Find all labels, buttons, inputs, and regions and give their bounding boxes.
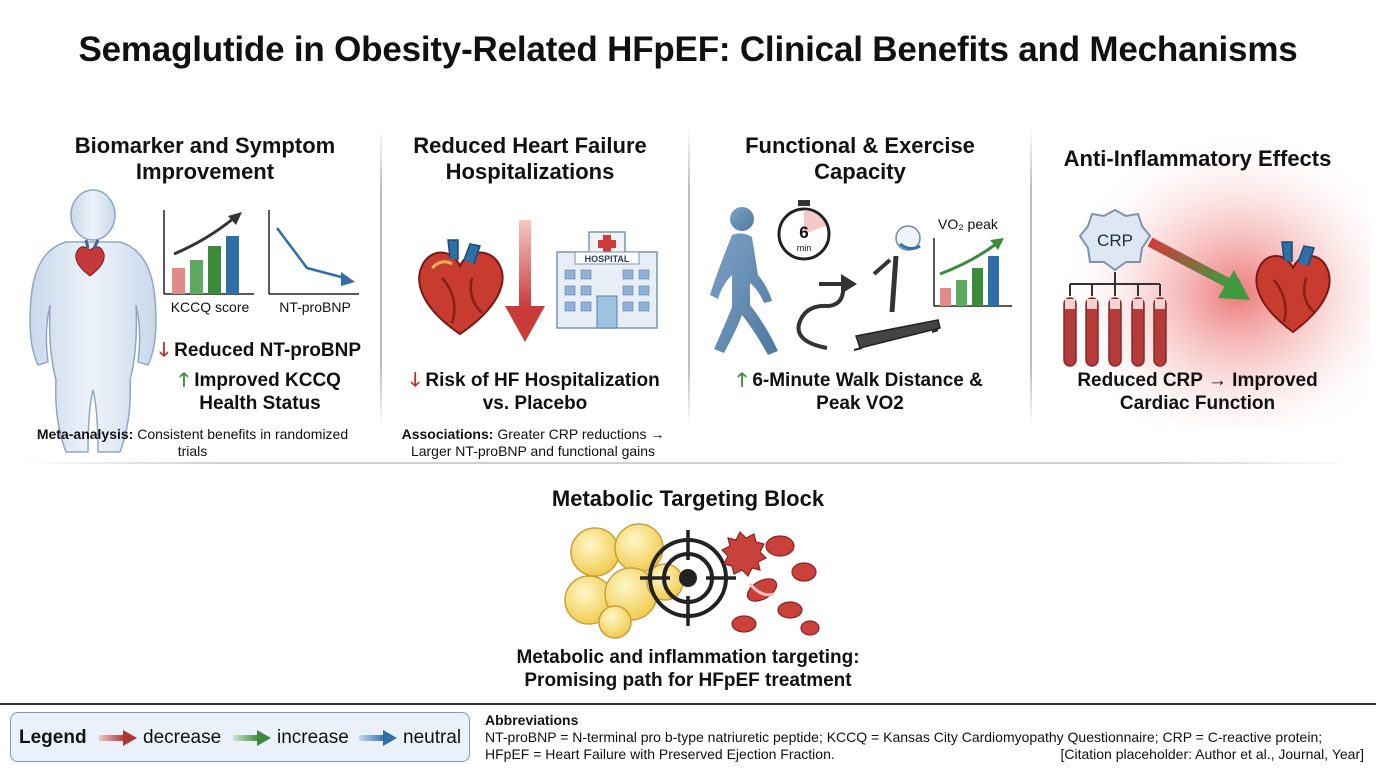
kccq-bar — [172, 268, 185, 294]
treadmill-icon — [853, 225, 941, 351]
walk-distance-statement: 🡑 6-Minute Walk Distance & Peak VO2 — [737, 370, 983, 414]
svg-text:min: min — [797, 243, 812, 253]
metabolic-title: Metabolic Targeting Block — [551, 486, 825, 511]
arrow-down-icon: 🡓 — [158, 340, 169, 361]
kccq-bar — [226, 236, 239, 294]
legend-increase: increase — [277, 727, 349, 748]
ntprobnp-label: NT-proBNP — [279, 299, 351, 315]
stopwatch-icon: 6 min — [777, 200, 831, 261]
svg-text:HOSPITAL: HOSPITAL — [585, 254, 630, 264]
legend: Legend decrease increase neutral — [10, 712, 470, 762]
walking-person-icon — [710, 207, 778, 355]
associations-note: Associations: Greater CRP reductions → L… — [401, 426, 665, 459]
blood-tubes-icon — [1063, 272, 1167, 367]
panel-anti-inflammatory-title: Anti-Inflammatory Effects — [1063, 146, 1332, 171]
abbreviations-line: HFpEF = Heart Failure with Preserved Eje… — [485, 746, 835, 762]
body-silhouette-icon — [29, 189, 157, 453]
meta-analysis-note: Meta-analysis: Consistent benefits in ra… — [36, 426, 349, 459]
panel-hospitalization-title: Reduced Heart Failure Hospitalizations — [413, 133, 647, 184]
vo2-bar — [988, 256, 999, 306]
kccq-chart — [163, 210, 254, 295]
citation-placeholder: [Citation placeholder: Author et al., Jo… — [1060, 746, 1364, 762]
abbreviations-line: NT-proBNP = N-terminal pro b-type natriu… — [485, 729, 1323, 745]
crp-cardiac-statement: Reduced CRP → Improved Cardiac Function — [1077, 370, 1318, 414]
reduced-ntprobnp-statement: 🡓 Reduced NT-proBNP — [158, 340, 362, 361]
neutral-arrow-icon — [359, 730, 397, 746]
legend-title: Legend — [19, 727, 87, 748]
column-divider — [380, 128, 382, 428]
page-title: Semaglutide in Obesity-Related HFpEF: Cl… — [78, 30, 1298, 69]
heart-icon — [1255, 241, 1331, 334]
vo2-chart — [933, 238, 1012, 307]
panel-biomarker-title: Biomarker and Symptom Improvement — [74, 133, 336, 184]
abbreviations-title: Abbreviations — [485, 712, 579, 728]
kccq-bar — [190, 260, 203, 294]
kccq-label: KCCQ score — [170, 299, 250, 315]
arrow-up-icon: 🡑 — [737, 370, 748, 391]
heart-icon — [418, 239, 504, 336]
kccq-bar — [208, 246, 221, 294]
hf-hospitalization-statement: 🡓 Risk of HF Hospitalization vs. Placebo — [410, 370, 660, 414]
crp-molecule-icon: CRP — [1078, 208, 1152, 272]
vo2-bar — [972, 268, 983, 306]
hospital-icon: HOSPITAL — [556, 231, 658, 329]
vo2-label: VO₂ peak — [938, 216, 998, 232]
metabolic-statement: Metabolic and inflammation targeting: Pr… — [516, 647, 860, 691]
column-divider — [1030, 128, 1032, 428]
legend-neutral: neutral — [403, 727, 462, 748]
ntprobnp-chart — [268, 210, 359, 295]
increase-arrow-icon — [233, 730, 271, 746]
svg-text:6: 6 — [799, 223, 808, 242]
vo2-bar — [956, 280, 967, 306]
crp-to-heart-arrow-icon — [1147, 237, 1250, 300]
column-divider — [688, 128, 690, 428]
section-separator — [20, 462, 1356, 464]
arrow-down-icon: 🡓 — [410, 370, 421, 391]
inflammation-cells-icon — [720, 530, 820, 636]
panel-functional-title: Functional & Exercise Capacity — [745, 133, 975, 184]
walk-path-arrow-icon — [796, 274, 857, 350]
down-arrow-icon — [505, 220, 545, 342]
arrow-up-icon: 🡑 — [179, 370, 189, 391]
improved-kccq-statement: 🡑 Improved KCCQ Health Status — [179, 370, 341, 414]
decrease-arrow-icon — [99, 730, 137, 746]
vo2-bar — [940, 288, 951, 306]
svg-text:CRP: CRP — [1097, 231, 1133, 250]
target-icon — [640, 530, 736, 626]
footer-rule — [0, 703, 1376, 705]
legend-decrease: decrease — [143, 727, 222, 748]
